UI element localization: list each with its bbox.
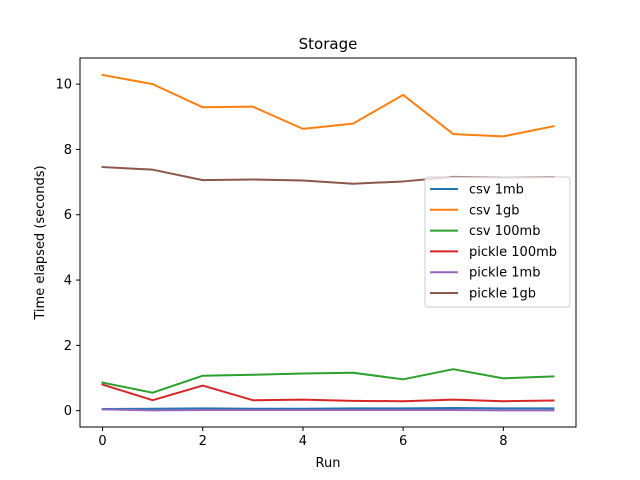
legend-label-pickle-1mb: pickle 1mb: [469, 266, 540, 281]
legend-box: [424, 176, 571, 308]
legend-label-pickle-100mb: pickle 100mb: [469, 245, 557, 260]
y-axis: 0 2 4 6 8 10: [55, 78, 80, 419]
chart-title: Storage: [299, 35, 358, 53]
series-line-csv-1mb: [101, 407, 555, 411]
x-tick-label: 8: [499, 434, 507, 449]
series-line-csv-100mb: [101, 368, 555, 394]
legend-label-csv-1gb: csv 1gb: [469, 203, 520, 218]
series-line-pickle-100mb: [101, 383, 555, 403]
x-tick-label: 4: [299, 434, 307, 449]
y-tick-label: 2: [64, 339, 72, 354]
x-tick-label: 2: [199, 434, 207, 449]
y-tick-label: 0: [64, 404, 72, 419]
y-tick-label: 4: [64, 274, 72, 289]
legend-label-csv-100mb: csv 100mb: [469, 224, 540, 239]
x-tick-label: 0: [98, 434, 106, 449]
y-tick-label: 10: [55, 78, 72, 93]
legend: csv 1mb csv 1gb csv 100mb pickle 100mb pickl…: [424, 176, 571, 308]
series-line-pickle-1mb: [101, 408, 555, 412]
plot-frame: [79, 57, 577, 428]
legend-label-pickle-1gb: pickle 1gb: [469, 287, 536, 302]
x-tick-label: 6: [399, 434, 407, 449]
x-axis-label: Run: [316, 456, 341, 471]
y-tick-label: 6: [64, 208, 72, 223]
legend-label-csv-1mb: csv 1mb: [469, 183, 524, 198]
x-axis: 0 2 4 6 8: [98, 427, 507, 449]
y-axis-label: Time elapsed (seconds): [33, 165, 48, 320]
series-line-csv-1gb: [101, 73, 555, 138]
y-tick-label: 8: [64, 143, 72, 158]
